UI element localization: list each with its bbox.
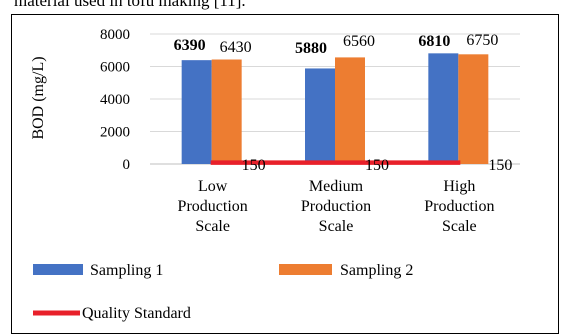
bar-sampling-1 bbox=[428, 53, 459, 164]
category-label: Low Production Scale bbox=[178, 178, 248, 235]
legend-swatch-sampling-1 bbox=[33, 264, 83, 275]
category-label-line: Production bbox=[424, 198, 494, 215]
figure-caption: material used in tofu making [11]. bbox=[14, 0, 246, 10]
legend-label-quality-standard: Quality Standard bbox=[82, 305, 191, 322]
category-label-line: Production bbox=[301, 198, 371, 215]
category-label-line: Production bbox=[178, 198, 248, 215]
y-tick-label: 2000 bbox=[100, 125, 130, 141]
category-label-line: Scale bbox=[195, 218, 230, 235]
category-label-line: Medium bbox=[309, 178, 364, 195]
category-label: Medium Production Scale bbox=[301, 178, 371, 235]
quality-standard-label: 150 bbox=[488, 157, 512, 174]
bar-sampling-2 bbox=[211, 59, 242, 165]
bar-sampling-1 bbox=[305, 68, 335, 164]
y-tick-label: 0 bbox=[123, 157, 131, 173]
legend-label-sampling-1: Sampling 1 bbox=[90, 262, 163, 279]
legend: Sampling 1 Sampling 2 Quality Standard bbox=[33, 262, 413, 322]
y-tick-labels: 0 2000 4000 6000 8000 bbox=[100, 27, 130, 173]
quality-standard-label: 150 bbox=[242, 157, 266, 174]
data-label: 6750 bbox=[466, 32, 498, 49]
y-tick-label: 4000 bbox=[100, 92, 130, 108]
category-label-line: Scale bbox=[442, 218, 477, 235]
quality-standard-label: 150 bbox=[365, 157, 389, 174]
data-label: 6390 bbox=[174, 37, 206, 54]
category-label-line: Scale bbox=[319, 218, 354, 235]
legend-label-sampling-2: Sampling 2 bbox=[340, 262, 413, 279]
data-label: 6810 bbox=[418, 33, 450, 50]
y-axis-title: BOD (mg/L) bbox=[30, 56, 47, 139]
category-label-line: High bbox=[443, 178, 475, 195]
category-label-line: Low bbox=[198, 178, 228, 195]
category-labels: LowProductionScaleMediumProductionScaleH… bbox=[178, 178, 495, 235]
data-label: 6430 bbox=[220, 39, 252, 56]
y-tick-label: 6000 bbox=[100, 60, 130, 76]
bar-sampling-2 bbox=[335, 57, 365, 164]
legend-swatch-sampling-2 bbox=[279, 264, 332, 275]
data-label: 6560 bbox=[343, 33, 375, 50]
bar-sampling-2 bbox=[458, 54, 489, 164]
bars bbox=[181, 53, 489, 165]
data-labels: 6390 5880 6810 6430 6560 6750 150 150 150 bbox=[174, 32, 513, 174]
data-label: 5880 bbox=[295, 40, 327, 57]
y-tick-label: 8000 bbox=[100, 27, 130, 43]
bar-sampling-1 bbox=[181, 60, 212, 164]
category-label: High Production Scale bbox=[424, 178, 494, 235]
